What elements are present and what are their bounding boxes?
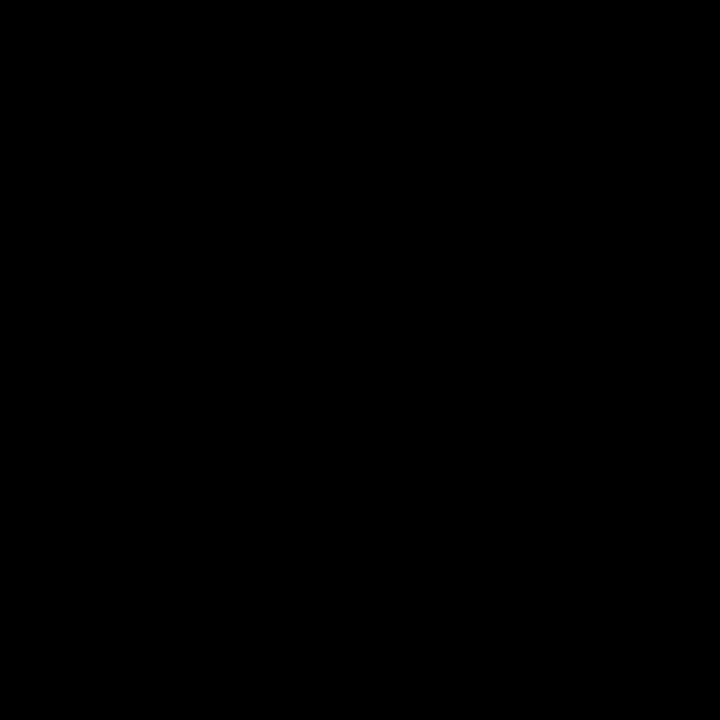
word-cloud (0, 0, 720, 720)
word-cloud-stage (0, 0, 720, 720)
